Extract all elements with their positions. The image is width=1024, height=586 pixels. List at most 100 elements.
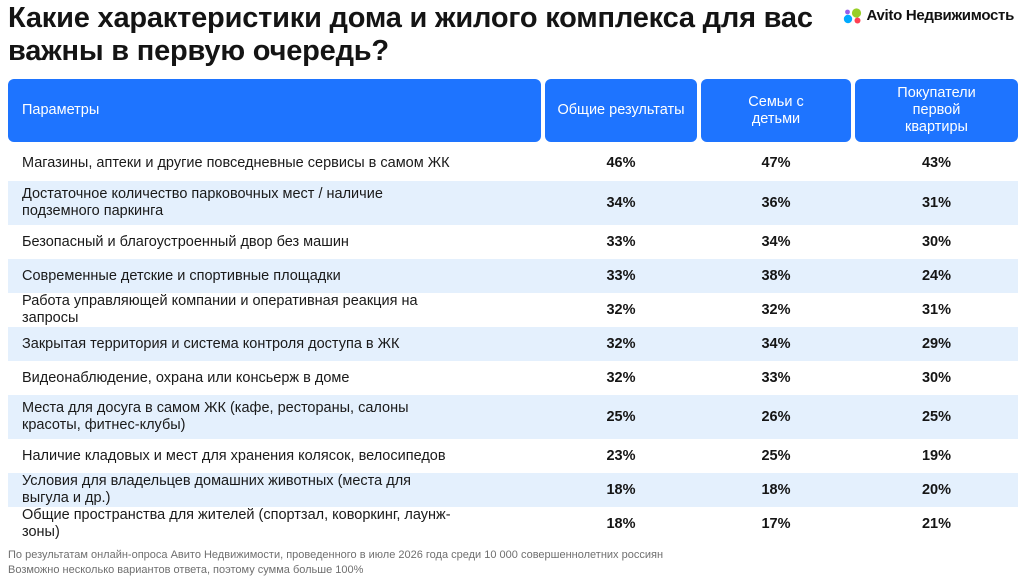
- page-title: Какие характеристики дома и жилого компл…: [8, 2, 813, 67]
- param-cell-text: Видеонаблюдение, охрана или консьерж в д…: [22, 369, 350, 386]
- first-buyers-value-text: 31%: [921, 301, 952, 318]
- families-value-text: 32%: [761, 301, 791, 318]
- param-cell-text: Магазины, аптеки и другие повседневные с…: [22, 155, 450, 171]
- param-cell-text: Общие пространства для жителей (спортзал…: [22, 507, 451, 540]
- table-row: Работа управляющей компании и оперативна…: [8, 293, 1018, 327]
- overall-value-text: 25%: [606, 408, 636, 425]
- table-row: Места для досуга в самом ЖК (кафе, ресто…: [8, 395, 1018, 439]
- families-value: 36%: [701, 181, 851, 225]
- families-value-text: 38%: [761, 267, 791, 284]
- table-row: Закрытая территория и система контроля д…: [8, 327, 1018, 361]
- first-buyers-value-text: 30%: [921, 233, 952, 250]
- table-row: Общие пространства для жителей (спортзал…: [8, 507, 1018, 541]
- param-cell: Видеонаблюдение, охрана или консьерж в д…: [8, 361, 541, 395]
- families-value-text: 36%: [761, 194, 791, 211]
- table-row: Видеонаблюдение, охрана или консьерж в д…: [8, 361, 1018, 395]
- families-value-text: 18%: [761, 481, 791, 498]
- header-params: Параметры: [8, 79, 541, 142]
- avito-logo-icon: [843, 7, 861, 23]
- param-cell: Закрытая территория и система контроля д…: [8, 327, 541, 361]
- overall-value: 25%: [545, 395, 697, 439]
- overall-value-text: 32%: [606, 301, 636, 318]
- first-buyers-value-text: 21%: [921, 515, 952, 532]
- families-value: 17%: [701, 507, 851, 541]
- overall-value: 46%: [545, 146, 697, 181]
- first-buyers-value-text: 30%: [921, 369, 952, 386]
- param-cell: Магазины, аптеки и другие повседневные с…: [8, 146, 541, 181]
- overall-value-text: 33%: [606, 267, 636, 284]
- footnote: По результатам онлайн-опроса Авито Недви…: [8, 548, 663, 578]
- overall-value: 18%: [545, 507, 697, 541]
- first-buyers-value-text: 20%: [921, 481, 952, 498]
- table-row: Достаточное количество парковочных мест …: [8, 181, 1018, 225]
- first-buyers-value: 19%: [855, 439, 1018, 473]
- param-cell: Общие пространства для жителей (спортзал…: [8, 507, 541, 541]
- param-cell-text: Достаточное количество парковочных мест …: [22, 186, 383, 219]
- overall-value-text: 33%: [606, 233, 636, 250]
- table-row: Безопасный и благоустроенный двор без ма…: [8, 225, 1018, 259]
- families-value-text: 34%: [761, 233, 791, 250]
- first-buyers-value: 24%: [855, 259, 1018, 293]
- table-row: Современные детские и спортивные площадк…: [8, 259, 1018, 293]
- first-buyers-value-text: 19%: [921, 447, 952, 464]
- param-cell: Безопасный и благоустроенный двор без ма…: [8, 225, 541, 259]
- families-value: 38%: [701, 259, 851, 293]
- param-cell: Работа управляющей компании и оперативна…: [8, 293, 541, 327]
- param-cell-text: Условия для владельцев домашних животных…: [22, 473, 412, 506]
- first-buyers-value: 31%: [855, 181, 1018, 225]
- results-table: Параметры Общие результаты Семьи с детьм…: [8, 79, 1018, 541]
- first-buyers-value: 43%: [855, 146, 1018, 181]
- families-value: 33%: [701, 361, 851, 395]
- param-cell-text: Закрытая территория и система контроля д…: [22, 335, 400, 352]
- param-cell-text: Современные детские и спортивные площадк…: [22, 267, 341, 284]
- families-value: 34%: [701, 225, 851, 259]
- overall-value: 32%: [545, 293, 697, 327]
- param-cell: Достаточное количество парковочных мест …: [8, 181, 541, 225]
- overall-value: 33%: [545, 225, 697, 259]
- header-overall: Общие результаты: [545, 79, 697, 142]
- first-buyers-value: 31%: [855, 293, 1018, 327]
- first-buyers-value-text: 24%: [921, 267, 952, 284]
- footnote-survey: По результатам онлайн-опроса Авито Недви…: [8, 549, 664, 561]
- overall-value-text: 32%: [606, 369, 636, 386]
- families-value: 26%: [701, 395, 851, 439]
- families-value: 47%: [701, 146, 851, 181]
- overall-value-text: 23%: [606, 447, 636, 464]
- families-value-text: 25%: [761, 447, 791, 464]
- param-cell: Условия для владельцев домашних животных…: [8, 473, 541, 507]
- families-value-text: 26%: [761, 408, 791, 425]
- first-buyers-value-text: 29%: [921, 335, 952, 352]
- table-row: Условия для владельцев домашних животных…: [8, 473, 1018, 507]
- overall-value-text: 46%: [606, 155, 636, 171]
- overall-value: 32%: [545, 361, 697, 395]
- families-value: 34%: [701, 327, 851, 361]
- header-first-buyers-label: Покупатели первой квартиры: [897, 85, 976, 135]
- table-row: Наличие кладовых и мест для хранения кол…: [8, 439, 1018, 473]
- param-cell-text: Наличие кладовых и мест для хранения кол…: [22, 447, 446, 464]
- overall-value-text: 18%: [606, 481, 636, 498]
- first-buyers-value: 29%: [855, 327, 1018, 361]
- header-first-buyers: Покупатели первой квартиры: [855, 79, 1018, 142]
- header-families-label: Семьи с детьми: [748, 93, 804, 127]
- param-cell: Места для досуга в самом ЖК (кафе, ресто…: [8, 395, 541, 439]
- overall-value: 18%: [545, 473, 697, 507]
- first-buyers-value: 25%: [855, 395, 1018, 439]
- table-body: Магазины, аптеки и другие повседневные с…: [8, 146, 1018, 541]
- overall-value-text: 18%: [606, 515, 636, 532]
- first-buyers-value-text: 25%: [921, 408, 952, 425]
- families-value: 18%: [701, 473, 851, 507]
- overall-value: 23%: [545, 439, 697, 473]
- families-value-text: 33%: [761, 369, 791, 386]
- overall-value-text: 32%: [606, 335, 636, 352]
- overall-value: 33%: [545, 259, 697, 293]
- first-buyers-value: 21%: [855, 507, 1018, 541]
- param-cell-text: Работа управляющей компании и оперативна…: [22, 293, 418, 326]
- first-buyers-value-text: 43%: [921, 155, 952, 171]
- param-cell-text: Места для досуга в самом ЖК (кафе, ресто…: [22, 400, 409, 433]
- overall-value: 34%: [545, 181, 697, 225]
- table-header: Параметры Общие результаты Семьи с детьм…: [8, 79, 1018, 142]
- first-buyers-value-text: 31%: [921, 194, 952, 211]
- overall-value: 32%: [545, 327, 697, 361]
- first-buyers-value: 20%: [855, 473, 1018, 507]
- footnote-multiple-answers: Возможно несколько вариантов ответа, поэ…: [8, 564, 364, 576]
